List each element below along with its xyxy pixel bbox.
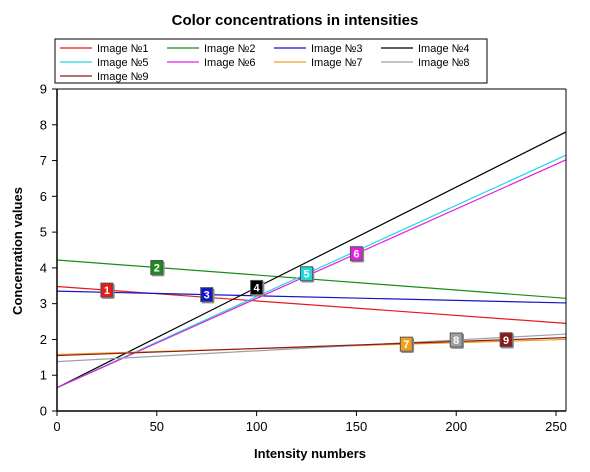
y-tick-label: 3 [40,296,47,311]
legend-label: Image №9 [97,71,149,83]
series-marker-label: 8 [453,335,459,347]
chart-title: Color concentrations in intensities [172,12,419,29]
series-line [56,131,567,389]
legend-label: Image №1 [97,43,149,55]
legend-label: Image №8 [418,57,470,69]
legend-label: Image №5 [97,57,149,69]
series-marker: 3 [200,287,215,304]
series-line [56,333,567,363]
series-marker: 7 [399,336,415,353]
x-tick-label: 150 [346,419,368,434]
series-marker-label: 4 [254,282,261,294]
legend-label: Image №3 [311,43,363,55]
legend-box [54,38,488,84]
plot-area: 1 2 3 4 5 6 7 8 9 0 50 100 150 200 250 0 1 2 3 4 5 6 7 8 9 [40,82,567,435]
legend-label: Image №7 [311,57,363,69]
plot-background [57,89,566,411]
legend-label: Image №2 [204,43,256,55]
x-axis-label: Intensity numbers [254,446,366,461]
y-tick-label: 0 [40,404,47,419]
y-tick-label: 1 [40,368,47,383]
series-marker: 6 [349,246,365,263]
y-tick-label: 9 [40,82,47,97]
series-marker: 2 [150,260,165,277]
series-line [56,337,567,357]
y-tick-label: 8 [40,117,47,132]
series-marker-label: 5 [303,269,309,281]
series-marker-label: 3 [204,290,210,302]
series-marker-label: 6 [353,249,359,261]
series-marker: 5 [300,266,315,283]
y-tick-label: 6 [40,189,47,204]
y-tick-label: 7 [40,153,47,168]
legend-label: Image №4 [418,43,470,55]
series-line [56,290,567,304]
series-marker: 8 [449,332,464,349]
series-marker: 4 [250,279,265,297]
series-marker-label: 9 [503,335,509,347]
series-marker: 9 [499,332,514,349]
series-marker-label: 2 [154,263,160,275]
y-tick-label: 2 [40,332,47,347]
series-marker: 1 [100,282,115,299]
y-axis-label: Concenration values [10,187,25,315]
y-tick-label: 4 [40,260,47,275]
x-tick-label: 250 [545,419,567,434]
legend: Image №1 Image №2 Image №3 Image №4 Image №5… [54,38,488,84]
x-tick-label: 50 [150,419,164,434]
x-tick-label: 200 [445,419,467,434]
legend-label: Image №6 [204,57,256,69]
series-marker-label: 7 [403,339,409,351]
x-tick-label: 0 [53,419,60,434]
y-tick-label: 5 [40,225,47,240]
x-tick-label: 100 [246,419,268,434]
series-marker-label: 1 [104,285,110,297]
